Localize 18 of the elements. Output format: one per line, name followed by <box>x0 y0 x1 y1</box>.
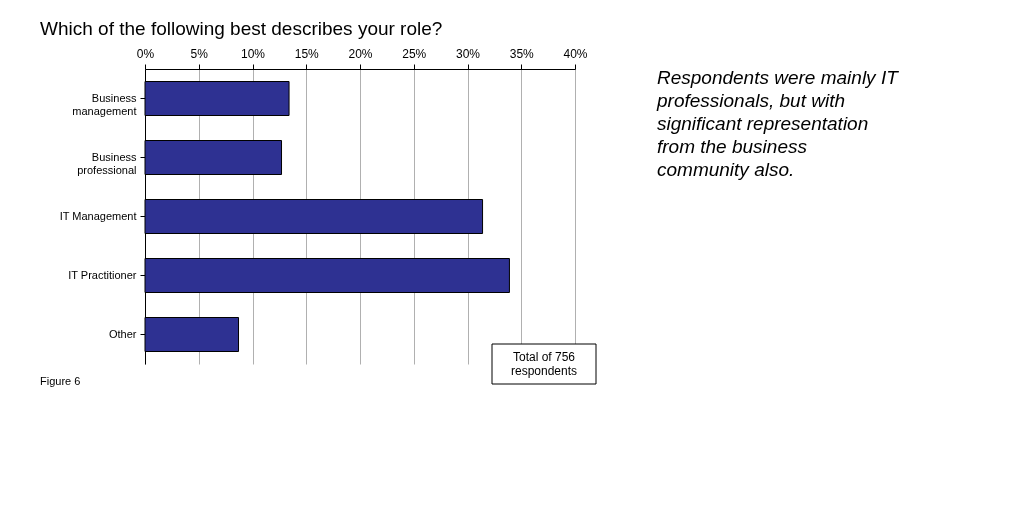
x-tick-label: 15% <box>294 46 320 61</box>
caption: Figure 6 <box>40 375 81 387</box>
text: Respondents were mainly IT professionals, but with significant representation from the business community also. <box>656 67 900 180</box>
y-tick-label: Business management <box>72 91 137 117</box>
x-tick-label: 20% <box>348 46 373 61</box>
x-tick-label: 0% <box>136 46 155 61</box>
chart-title: Which of the following best describes your role? <box>40 18 443 39</box>
x-tick-label: 25% <box>402 46 427 61</box>
y-tick-label: Business professional <box>77 150 137 176</box>
x-tick-label: 40% <box>563 46 588 61</box>
y-tick-label: IT Management <box>59 209 137 222</box>
x-tick-label: 35% <box>509 46 535 61</box>
x-tick-label: 10% <box>240 46 266 61</box>
x-tick-label: 5% <box>190 46 209 61</box>
x-tick-label: 30% <box>455 46 481 61</box>
y-tick-label: IT Practitioner <box>68 268 137 281</box>
annotation: Total of 756 respondents <box>510 350 578 378</box>
y-tick-label: Other <box>108 327 137 340</box>
